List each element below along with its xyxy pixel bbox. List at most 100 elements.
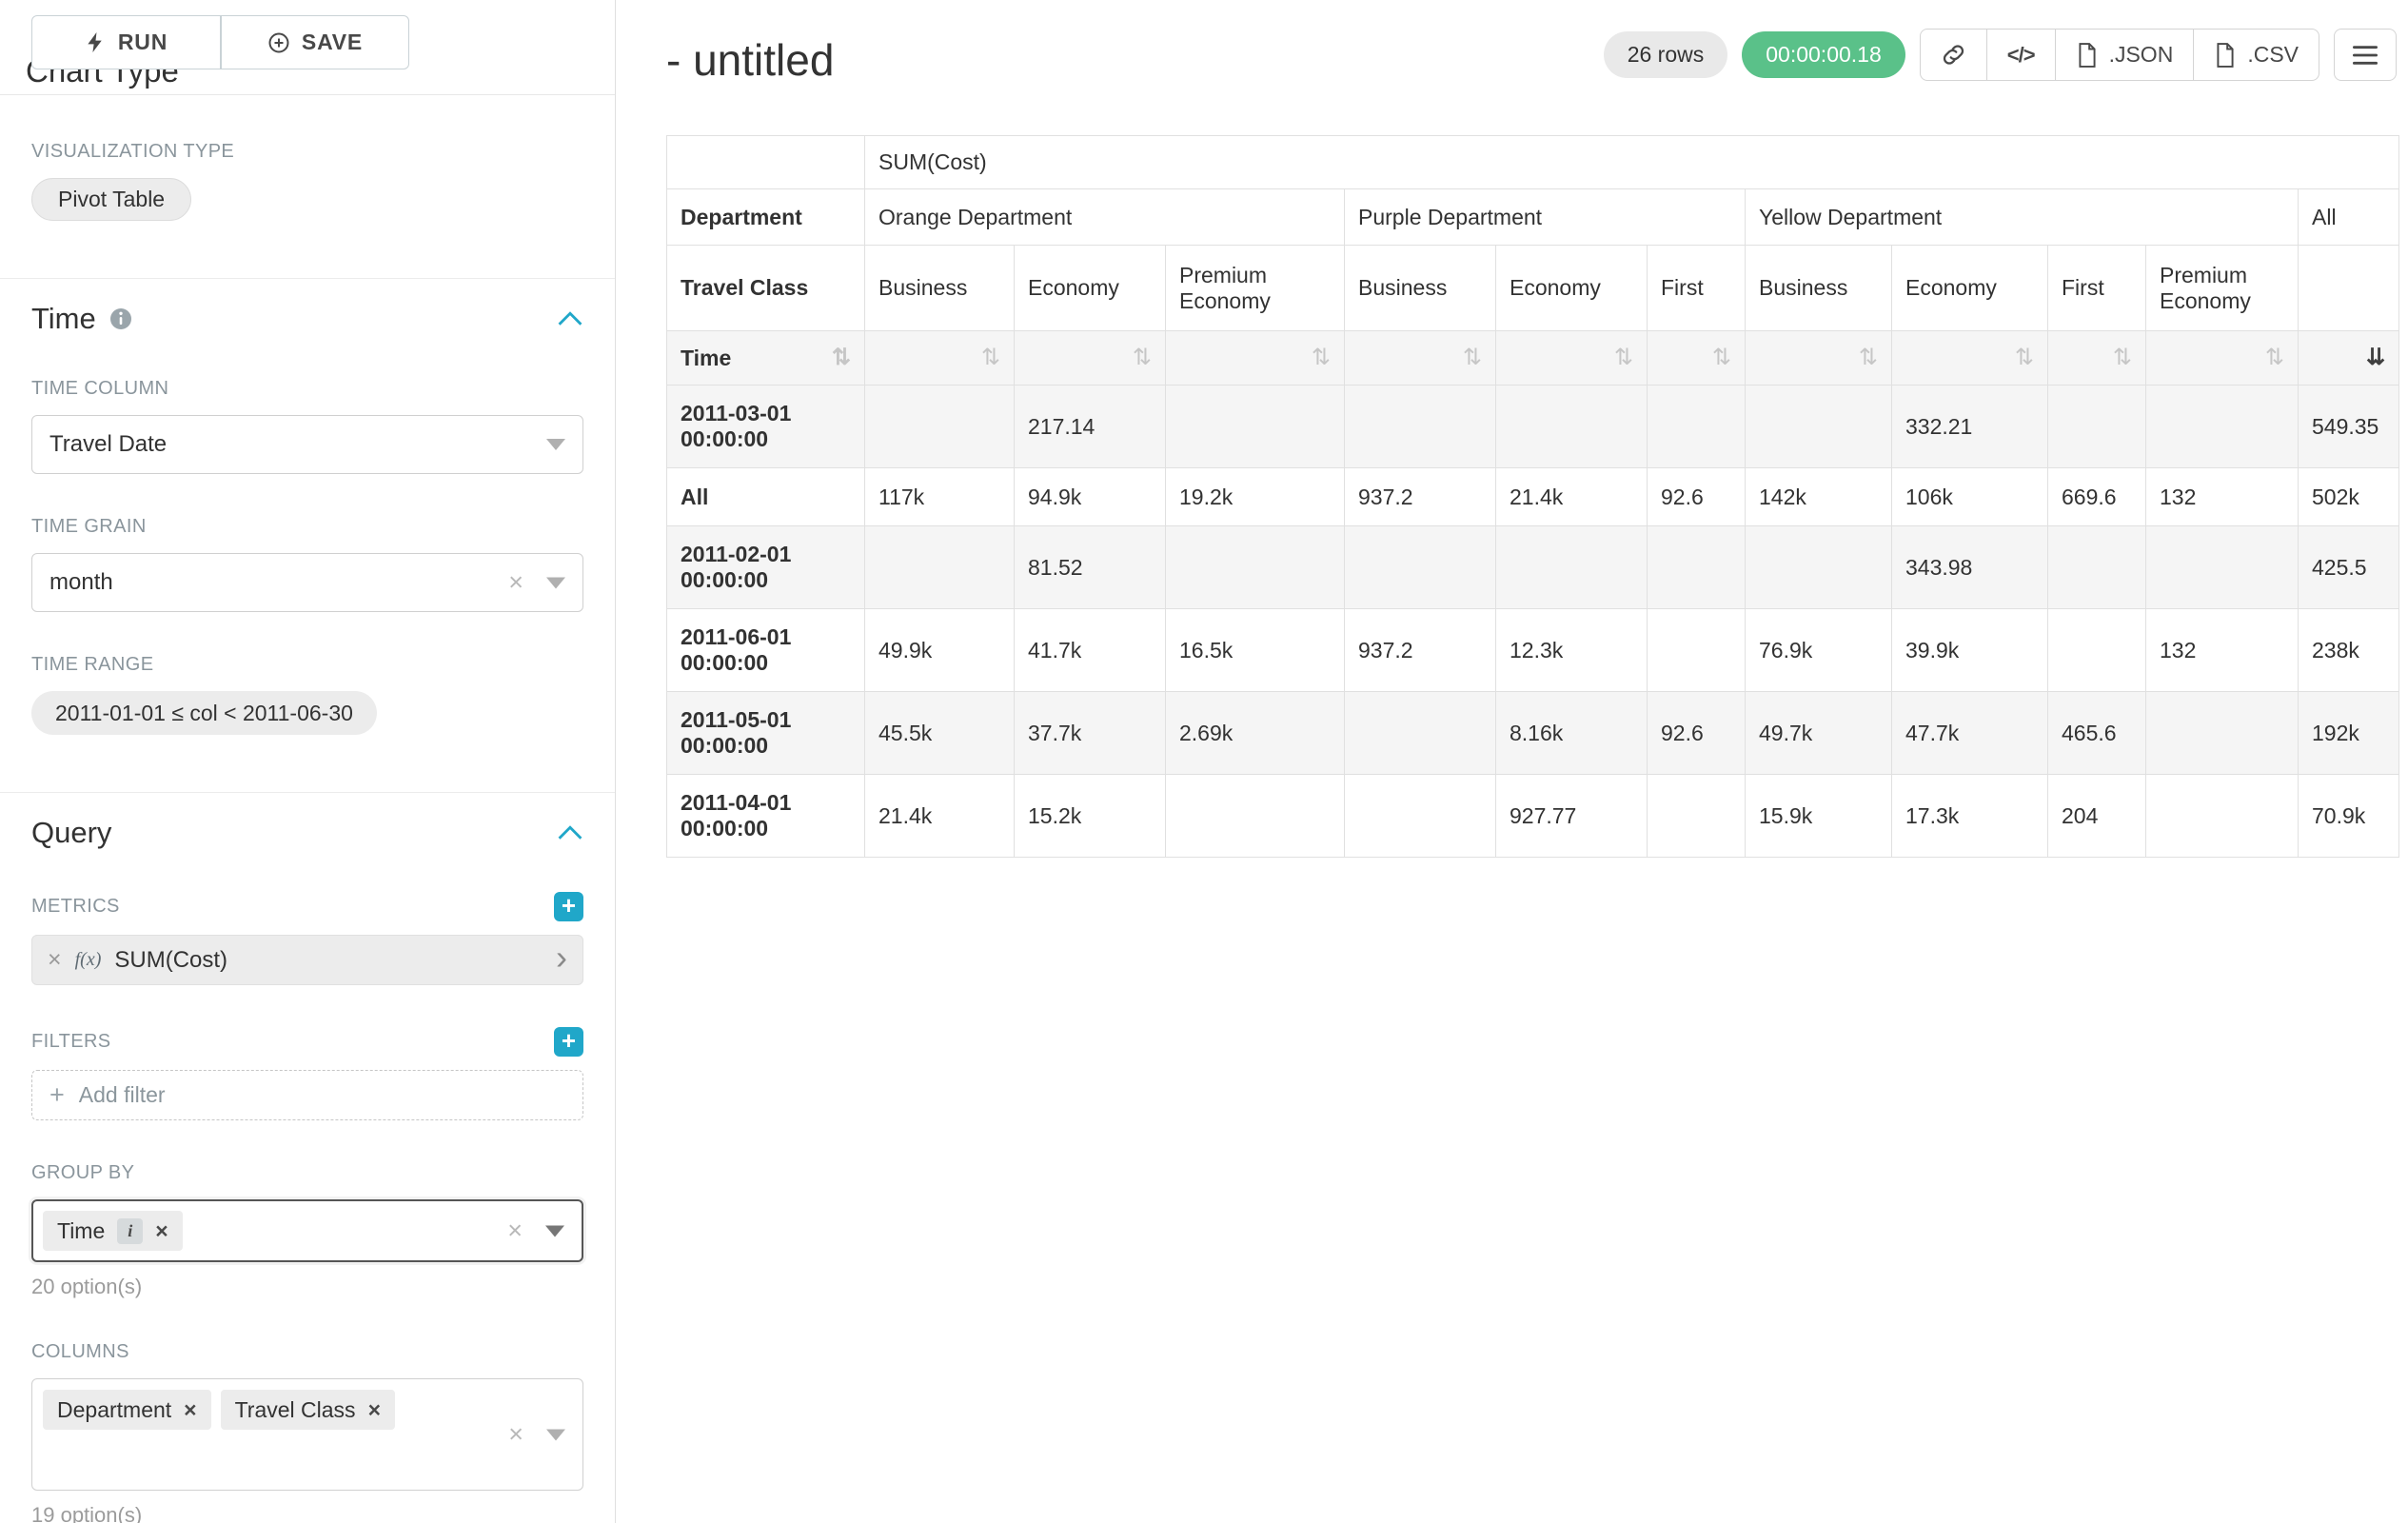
value-cell: 192k bbox=[2297, 691, 2400, 775]
value-cell: 238k bbox=[2297, 608, 2400, 692]
value-cell bbox=[1165, 774, 1345, 858]
plus-icon: + bbox=[49, 1080, 65, 1109]
group-by-tag[interactable]: Time i × bbox=[43, 1211, 183, 1251]
add-filter-label: Add filter bbox=[78, 1082, 166, 1107]
travel-class-header: Premium Economy bbox=[2145, 245, 2299, 331]
value-cell: 106k bbox=[1891, 467, 2048, 526]
chart-title[interactable]: - untitled bbox=[666, 35, 835, 85]
clear-icon[interactable]: × bbox=[508, 567, 523, 597]
all-class-header bbox=[2297, 245, 2400, 331]
travel-class-header: Business bbox=[864, 245, 1015, 331]
sort-toggle-icon[interactable]: ⇅ bbox=[831, 345, 851, 370]
time-section: Time TIME COLUMN Travel Date TIME GRAIN … bbox=[0, 278, 615, 735]
more-options-button[interactable] bbox=[2334, 29, 2397, 81]
department-group-header: Yellow Department bbox=[1745, 188, 2299, 246]
info-icon[interactable] bbox=[109, 307, 132, 330]
sort-header-cell: ⇅ bbox=[1495, 330, 1648, 386]
plus-icon: + bbox=[561, 891, 577, 920]
sort-toggle-icon[interactable]: ⇅ bbox=[1613, 345, 1633, 370]
table-row: Department Orange Department Purple Depart… bbox=[666, 188, 2400, 246]
sort-toggle-icon[interactable]: ⇅ bbox=[2014, 345, 2034, 370]
value-cell: 37.7k bbox=[1014, 691, 1166, 775]
columns-tag[interactable]: Department × bbox=[43, 1390, 211, 1430]
run-button-label: RUN bbox=[117, 30, 168, 54]
row-axis-flex: Time ⇅ bbox=[681, 346, 851, 371]
group-by-select[interactable]: Time i × × bbox=[31, 1199, 583, 1262]
sort-toggle-icon[interactable]: ⇅ bbox=[1711, 345, 1731, 370]
run-button[interactable]: RUN bbox=[31, 15, 221, 69]
copy-link-button[interactable] bbox=[1921, 30, 1986, 80]
value-cell bbox=[1745, 525, 1892, 609]
table-row: 2011-04-01 00:00:00 21.4k 15.2k 927.77 15.9k… bbox=[666, 774, 2400, 858]
select-icons bbox=[546, 439, 565, 450]
value-cell: 70.9k bbox=[2297, 774, 2400, 858]
visualization-type-pill[interactable]: Pivot Table bbox=[31, 178, 192, 221]
table-row: All 117k 94.9k 19.2k 937.2 21.4k 92.6 142k 106k 6… bbox=[666, 467, 2400, 526]
remove-tag-icon[interactable]: × bbox=[155, 1217, 168, 1243]
value-cell bbox=[2047, 608, 2146, 692]
view-query-button[interactable]: </> bbox=[1985, 30, 2055, 80]
export-csv-button[interactable]: .CSV bbox=[2193, 30, 2319, 80]
metric-pill[interactable]: × f(x) SUM(Cost) › bbox=[31, 935, 583, 985]
sort-toggle-icon[interactable]: ⇅ bbox=[1462, 345, 1482, 370]
add-filter-button[interactable]: + Add filter bbox=[31, 1070, 583, 1120]
chevron-right-icon[interactable]: › bbox=[556, 937, 567, 977]
query-section-title: Query bbox=[31, 816, 112, 849]
table-row: 2011-05-01 00:00:00 45.5k 37.7k 2.69k 8.16k 9… bbox=[666, 691, 2400, 775]
save-button[interactable]: SAVE bbox=[221, 15, 409, 69]
sort-header-cell: ⇅ bbox=[2145, 330, 2299, 386]
time-range-pill[interactable]: 2011-01-01 ≤ col < 2011-06-30 bbox=[31, 691, 377, 735]
department-group-header: Orange Department bbox=[864, 188, 1345, 246]
add-metric-button[interactable]: + bbox=[554, 892, 583, 921]
value-cell: 937.2 bbox=[1344, 467, 1496, 526]
remove-tag-icon[interactable]: × bbox=[184, 1396, 197, 1422]
row-label-cell: 2011-04-01 00:00:00 bbox=[666, 774, 865, 858]
sort-flex: ⇅ bbox=[1661, 346, 1731, 369]
add-filter-plus-button[interactable]: + bbox=[554, 1027, 583, 1057]
sort-header-cell: ⇅ bbox=[1891, 330, 2048, 386]
time-grain-select[interactable]: month × bbox=[31, 553, 583, 612]
value-cell bbox=[1344, 385, 1496, 468]
value-cell bbox=[2145, 774, 2299, 858]
metric-name: SUM(Cost) bbox=[114, 946, 228, 973]
collapse-chevron-up-icon[interactable] bbox=[557, 311, 583, 326]
sort-toggle-icon[interactable]: ⇅ bbox=[1858, 345, 1878, 370]
chart-area: - untitled 26 rows 00:00:00.18 </> .JSON bbox=[616, 0, 2408, 1523]
table-row: 2011-03-01 00:00:00 217.14 332.21 549.35 bbox=[666, 385, 2400, 468]
metric-header-cell: SUM(Cost) bbox=[863, 135, 2400, 189]
travel-class-header: Economy bbox=[1014, 245, 1166, 331]
export-json-button[interactable]: .JSON bbox=[2054, 30, 2194, 80]
row-label-cell: 2011-05-01 00:00:00 bbox=[666, 691, 865, 775]
value-cell: 39.9k bbox=[1891, 608, 2048, 692]
remove-tag-icon[interactable]: × bbox=[367, 1396, 381, 1422]
value-cell: 81.52 bbox=[1014, 525, 1166, 609]
pivot-table-wrap: SUM(Cost) Department Orange Department Purp… bbox=[666, 135, 2400, 858]
value-cell: 47.7k bbox=[1891, 691, 2048, 775]
time-range-label: TIME RANGE bbox=[31, 654, 154, 675]
query-timer-badge: 00:00:00.18 bbox=[1742, 31, 1905, 78]
collapse-chevron-up-icon[interactable] bbox=[557, 825, 583, 841]
column-info-icon[interactable]: i bbox=[117, 1217, 144, 1244]
sort-toggle-icon[interactable]: ⇅ bbox=[1311, 345, 1331, 370]
tag-label: Department bbox=[57, 1396, 172, 1422]
sort-toggle-icon[interactable]: ⇅ bbox=[2264, 345, 2284, 370]
columns-select[interactable]: Department × Travel Class × × bbox=[31, 1378, 583, 1491]
menu-icon bbox=[2353, 45, 2378, 65]
sort-header-cell: ⇅ bbox=[864, 330, 1015, 386]
remove-metric-icon[interactable]: × bbox=[48, 946, 62, 973]
time-column-select[interactable]: Travel Date bbox=[31, 415, 583, 474]
sort-toggle-icon[interactable]: ⇅ bbox=[1132, 345, 1152, 370]
query-section: Query METRICS + × f(x) SUM(Cost) › bbox=[0, 792, 615, 1523]
sort-flex: ⇊ bbox=[2312, 346, 2385, 369]
sort-flex: ⇅ bbox=[1759, 346, 1878, 369]
sort-desc-icon[interactable]: ⇊ bbox=[2365, 345, 2386, 370]
clear-icon[interactable]: × bbox=[507, 1216, 523, 1245]
columns-tag[interactable]: Travel Class × bbox=[220, 1390, 395, 1430]
sort-toggle-icon[interactable]: ⇅ bbox=[2112, 345, 2132, 370]
value-cell bbox=[1165, 525, 1345, 609]
columns-label: COLUMNS bbox=[31, 1341, 129, 1362]
travel-class-header: First bbox=[1647, 245, 1746, 331]
sort-toggle-icon[interactable]: ⇅ bbox=[980, 345, 1000, 370]
travel-class-header: Economy bbox=[1495, 245, 1648, 331]
clear-icon[interactable]: × bbox=[508, 1419, 523, 1449]
